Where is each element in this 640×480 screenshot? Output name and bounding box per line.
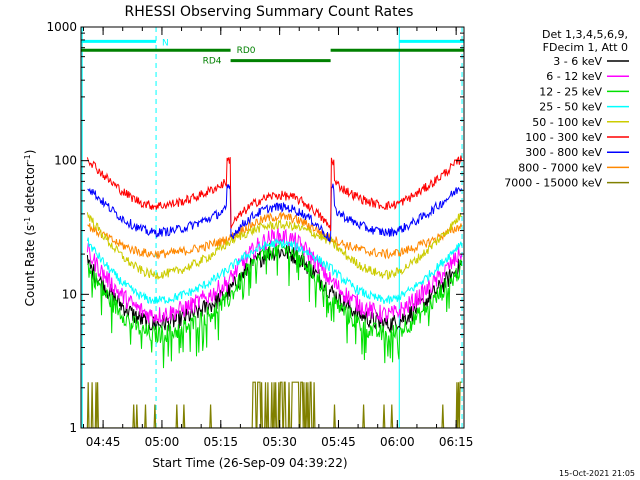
y-label-part1: Count Rate (s <box>23 225 37 307</box>
rd0-label: RD0 <box>237 46 256 56</box>
legend-header-line2: FDecim 1, Att 0 <box>543 41 628 54</box>
legend-entry-label: 6 - 12 keV <box>546 70 602 83</box>
legend-entry-label: 7000 - 15000 keV <box>504 177 602 190</box>
chart-title: RHESSI Observing Summary Count Rates <box>125 4 414 20</box>
x-axis: 04:45 05:00 05:15 05:30 05:45 06:00 06:15 <box>82 27 474 449</box>
x-tick-label: 06:15 <box>439 435 474 449</box>
y-tick-label: 1 <box>69 421 77 435</box>
series-line <box>86 155 463 232</box>
y-label-sup2: -1 <box>23 154 32 162</box>
x-tick-label: 05:30 <box>262 435 297 449</box>
series-layer <box>86 155 463 428</box>
y-axis: 1 10 100 1000 <box>46 20 464 435</box>
y-axis-label: Count Rate (s-1 detector-1) <box>23 150 37 307</box>
legend-entry-label: 50 - 100 keV <box>532 116 602 129</box>
y-tick-label: 10 <box>62 287 77 301</box>
x-axis-label: Start Time (26-Sep-09 04:39:22) <box>152 456 347 470</box>
series-line <box>86 212 462 280</box>
y-tick-label: 1000 <box>46 20 77 34</box>
timestamp: 15-Oct-2021 21:05 <box>559 469 635 478</box>
series-line <box>86 237 463 305</box>
legend-header-line1: Det 1,3,4,5,6,9, <box>542 28 628 41</box>
series-line <box>86 381 462 428</box>
rd4-label: RD4 <box>203 57 222 67</box>
y-tick-label: 100 <box>54 154 77 168</box>
y-label-part3: ) <box>23 150 37 155</box>
legend-entry-label: 3 - 6 keV <box>553 55 602 68</box>
series-line <box>87 211 463 260</box>
n-label: N <box>162 38 169 48</box>
legend-entry-label: 12 - 25 keV <box>539 85 602 98</box>
legend-entry-label: 300 - 800 keV <box>525 146 602 159</box>
annotation-layer: N RD0 RD4 <box>81 38 464 67</box>
x-tick-label: 06:00 <box>380 435 415 449</box>
x-tick-label: 05:00 <box>145 435 180 449</box>
series-line <box>86 244 463 333</box>
legend-entry-label: 25 - 50 keV <box>539 101 602 114</box>
x-tick-label: 05:45 <box>321 435 356 449</box>
y-label-part2: detector <box>23 162 37 217</box>
plot-frame <box>80 26 465 429</box>
x-tick-label: 05:15 <box>203 435 238 449</box>
y-label-sup1: -1 <box>23 217 32 225</box>
series-line <box>86 227 463 324</box>
legend-entry-label: 800 - 7000 keV <box>518 161 602 174</box>
legend: Det 1,3,4,5,6,9, FDecim 1, Att 0 3 - 6 k… <box>504 28 629 190</box>
x-tick-label: 04:45 <box>86 435 121 449</box>
legend-entry-label: 100 - 300 keV <box>525 131 602 144</box>
series-line <box>87 183 463 243</box>
